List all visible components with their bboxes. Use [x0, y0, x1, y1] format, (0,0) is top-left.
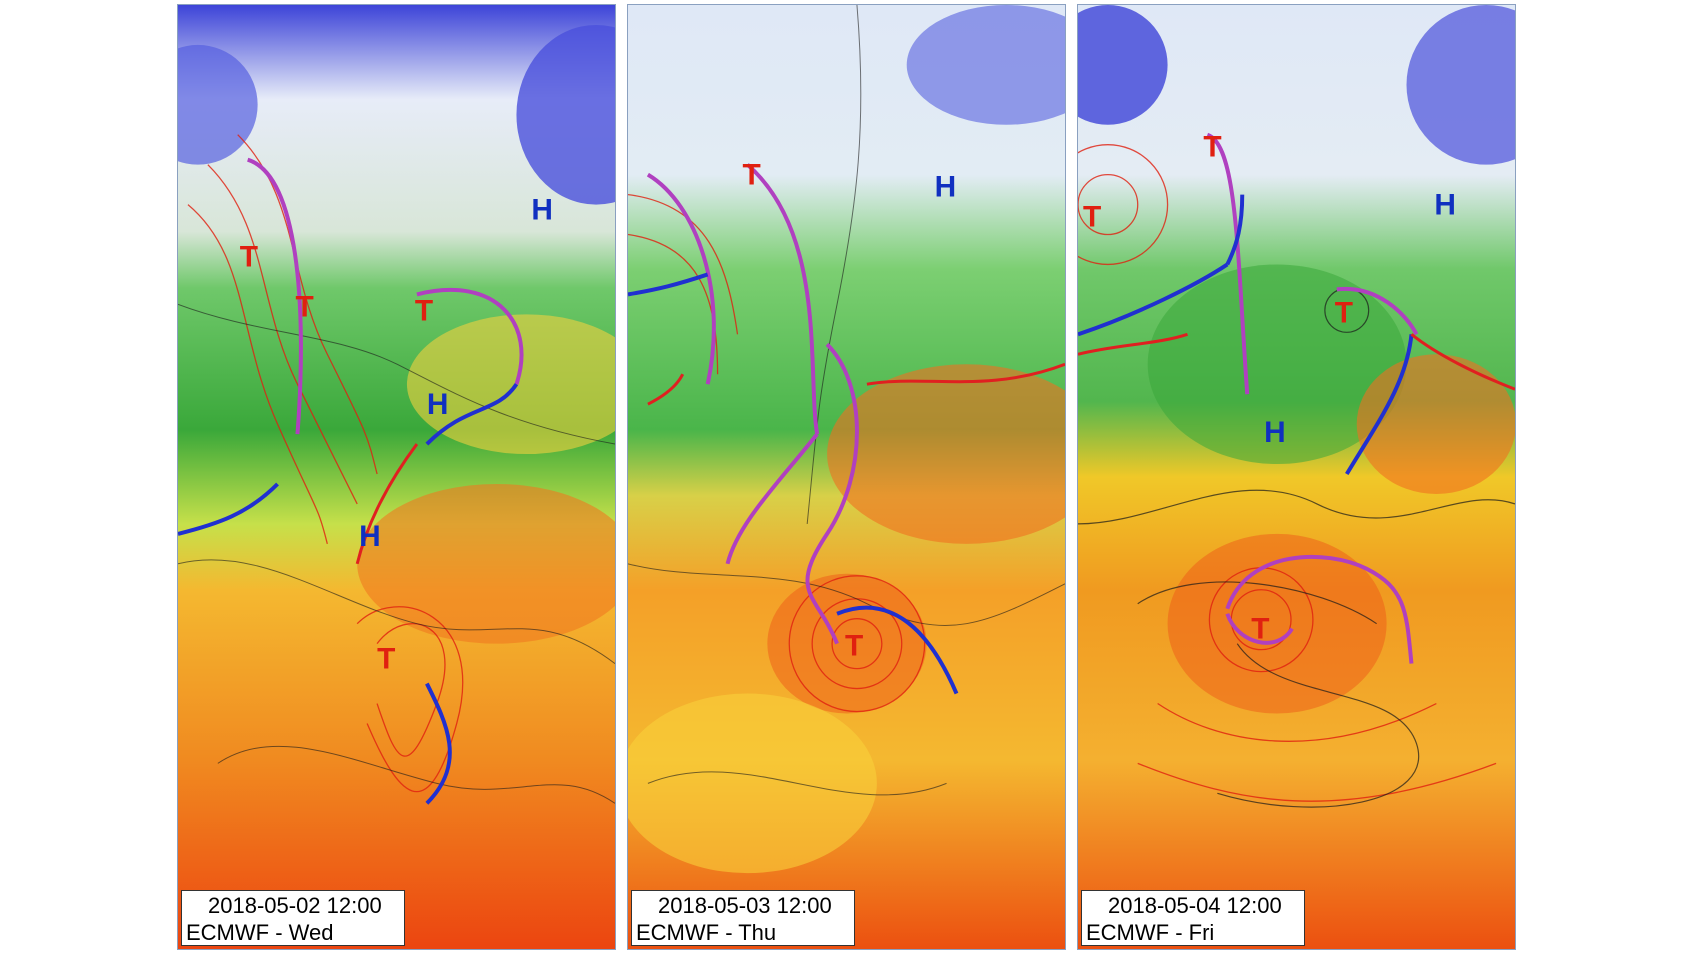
low-marker: T [1083, 200, 1101, 233]
map-model-day: ECMWF - Fri [1086, 920, 1215, 945]
low-marker: T [845, 630, 863, 663]
map-model-day: ECMWF - Wed [186, 920, 334, 945]
map-panel-wed: T T T T H H H 2018-05-02 12:00 ECMWF - W… [177, 4, 616, 950]
high-marker: H [1434, 189, 1456, 222]
low-marker: T [1335, 296, 1353, 329]
map-caption: 2018-05-03 12:00 ECMWF - Thu [631, 890, 855, 946]
map-date: 2018-05-04 12:00 [1108, 893, 1282, 918]
map-date: 2018-05-02 12:00 [208, 893, 382, 918]
low-marker: T [1251, 613, 1269, 646]
high-marker: H [1264, 416, 1286, 449]
map-panel-thu: T T H 2018-05-03 12:00 ECMWF - Thu [627, 4, 1066, 950]
low-marker: T [295, 290, 313, 323]
high-marker: H [359, 520, 381, 553]
weather-map-thu: T T H [628, 5, 1065, 949]
map-date: 2018-05-03 12:00 [658, 893, 832, 918]
low-marker: T [415, 294, 433, 327]
weather-map-fri: T T T T H H [1078, 5, 1515, 949]
high-marker: H [531, 194, 553, 227]
low-marker: T [1203, 131, 1221, 164]
high-marker: H [427, 388, 449, 421]
map-panel-fri: T T T T H H 2018-05-04 12:00 ECMWF - Fri [1077, 4, 1516, 950]
map-caption: 2018-05-02 12:00 ECMWF - Wed [181, 890, 405, 946]
weather-map-wed: T T T T H H H [178, 5, 615, 949]
map-caption: 2018-05-04 12:00 ECMWF - Fri [1081, 890, 1305, 946]
low-marker: T [742, 159, 760, 192]
low-marker: T [377, 643, 395, 676]
high-marker: H [935, 171, 957, 204]
low-marker: T [240, 240, 258, 273]
map-model-day: ECMWF - Thu [636, 920, 777, 945]
